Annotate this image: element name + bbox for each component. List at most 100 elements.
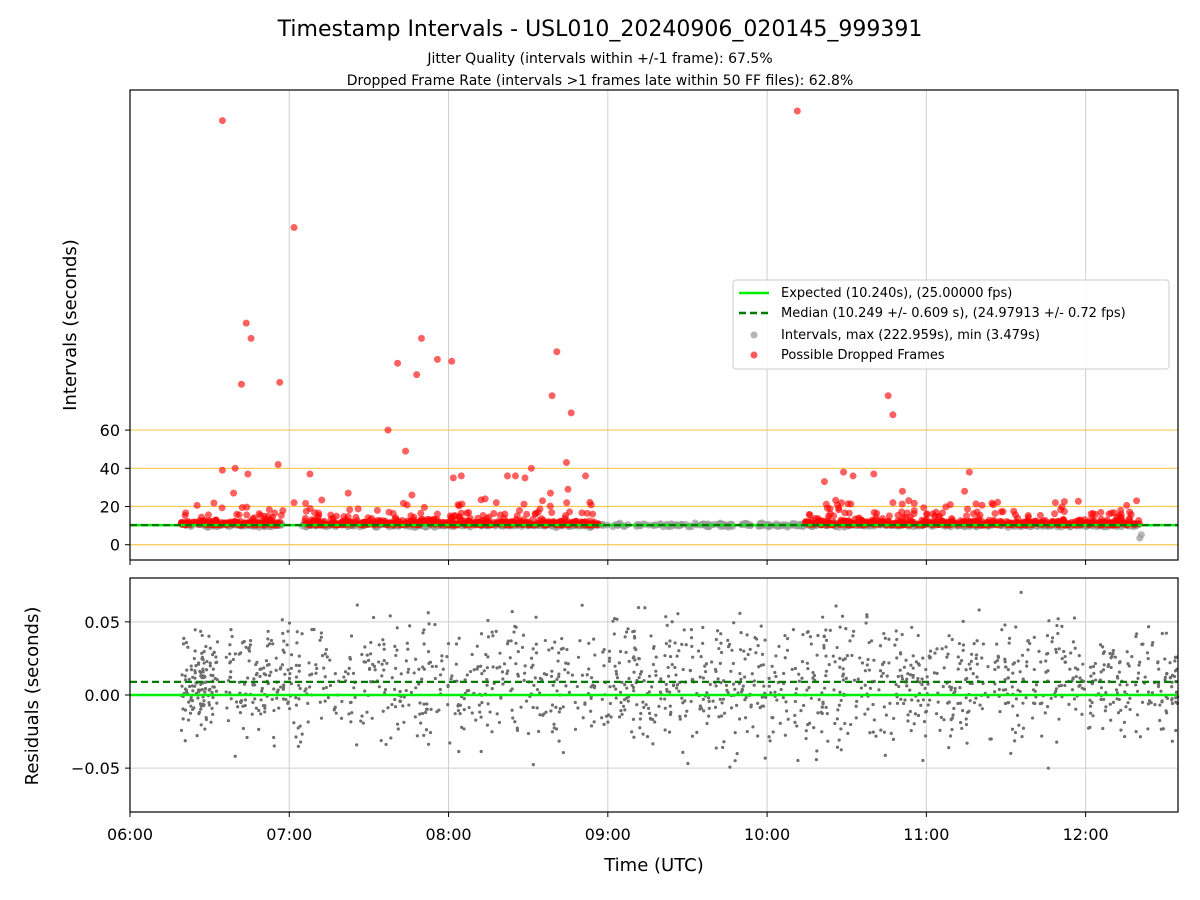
residual-point [560, 636, 564, 641]
residual-point [438, 687, 442, 692]
residual-point [284, 697, 288, 702]
residual-point [608, 685, 612, 689]
residual-point [699, 654, 703, 659]
intervals-panel: 0 20 40 60 Intervals (seconds) Expected (10… [60, 89, 1179, 565]
residual-point [682, 628, 686, 632]
residual-point [868, 731, 872, 735]
residual-point [1003, 657, 1007, 661]
residual-point [942, 666, 946, 670]
residual-point [1046, 651, 1050, 656]
residual-point [1054, 687, 1058, 691]
residual-point [911, 654, 915, 658]
residual-point [631, 685, 636, 690]
residual-point [666, 665, 670, 670]
residual-point [961, 619, 965, 623]
residual-point [1056, 617, 1060, 621]
dropped-frame-point [352, 513, 360, 521]
residual-point [1060, 657, 1064, 661]
dropped-frame-point [898, 487, 906, 495]
residual-point [257, 727, 261, 731]
residual-point [964, 717, 968, 721]
residual-point [1101, 726, 1105, 731]
residual-point [743, 698, 747, 702]
residual-point [366, 658, 371, 662]
dropped-frame-point [384, 426, 392, 434]
residual-point [683, 714, 688, 718]
residual-point [510, 610, 514, 614]
residual-point [1032, 635, 1036, 639]
residual-point [298, 724, 302, 728]
legend-intervals-label: Intervals, max (222.959s), min (3.479s) [781, 328, 1040, 343]
residual-point [843, 721, 847, 726]
dropped-frame-point [873, 509, 881, 517]
residual-point [189, 704, 193, 708]
residual-point [446, 683, 450, 688]
residual-point [701, 641, 705, 645]
residual-point [181, 717, 185, 721]
residual-point [1049, 696, 1053, 701]
residual-point [647, 690, 651, 694]
top-y-axis-label: Intervals (seconds) [60, 239, 81, 411]
residual-point [1137, 663, 1141, 667]
dropped-frame-point [417, 334, 425, 342]
residual-point [201, 667, 205, 671]
residual-point [479, 749, 483, 754]
residual-point [707, 696, 711, 700]
residual-point [910, 698, 914, 702]
residual-point [762, 684, 766, 688]
residual-point [1134, 683, 1138, 687]
residual-point [552, 722, 556, 726]
residual-point [191, 689, 195, 693]
residual-point [708, 682, 712, 687]
residual-point [837, 703, 841, 707]
dropped-frame-point [844, 500, 852, 508]
residual-point [363, 645, 367, 649]
residual-point [420, 711, 425, 716]
dropped-frame-point [521, 474, 529, 482]
residual-point [653, 720, 657, 724]
residual-point [745, 633, 749, 637]
residual-point [264, 659, 269, 663]
residual-point [583, 702, 587, 706]
residual-point [321, 686, 326, 691]
top-y-tick-label: 40 [100, 459, 120, 478]
residual-point [835, 645, 839, 650]
dropped-frame-point [546, 489, 554, 497]
residual-point [1174, 655, 1179, 659]
residual-point [683, 699, 687, 703]
residual-point [1118, 683, 1122, 687]
residual-point [1157, 667, 1161, 671]
residual-point [663, 653, 667, 658]
residual-point [1003, 677, 1007, 682]
residual-point [711, 699, 715, 703]
residual-point [1015, 713, 1020, 717]
residual-point [538, 713, 542, 717]
residual-point [514, 625, 518, 629]
residual-point [1078, 676, 1082, 680]
chart-title: Timestamp Intervals - USL010_20240906_02… [277, 17, 923, 42]
residual-point [677, 649, 681, 653]
residual-point [215, 701, 219, 705]
residual-point [422, 628, 426, 632]
residual-point [520, 645, 525, 650]
residual-point [767, 735, 771, 739]
residual-point [422, 733, 426, 737]
residual-point [371, 662, 375, 666]
residual-point [263, 704, 267, 708]
residual-point [704, 662, 709, 666]
residual-point [1059, 683, 1063, 688]
residual-point [1170, 680, 1174, 684]
dropped-frame-point [368, 514, 376, 522]
residual-point [1101, 651, 1106, 655]
residual-point [920, 677, 924, 681]
residual-point [828, 628, 832, 632]
residual-point [632, 670, 636, 674]
residual-point [417, 667, 421, 671]
residual-point [322, 666, 326, 670]
residual-point [556, 659, 560, 663]
residual-point [367, 667, 372, 671]
legend-dropped-swatch [750, 351, 758, 359]
residual-point [668, 655, 673, 659]
residual-point [608, 656, 612, 660]
residual-point [318, 700, 322, 704]
